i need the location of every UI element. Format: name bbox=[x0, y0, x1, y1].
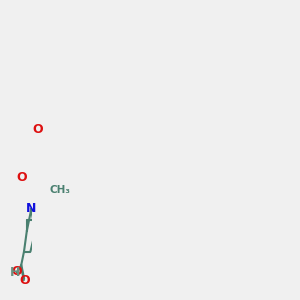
Text: N: N bbox=[26, 202, 37, 215]
Text: O: O bbox=[11, 265, 22, 278]
Text: CH₃: CH₃ bbox=[49, 185, 70, 195]
Text: H: H bbox=[10, 266, 20, 279]
Text: O: O bbox=[16, 172, 27, 184]
Text: O: O bbox=[32, 123, 43, 136]
Text: O: O bbox=[19, 274, 30, 287]
